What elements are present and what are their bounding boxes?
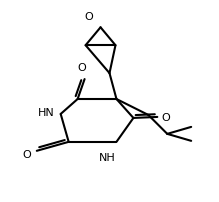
- Text: NH: NH: [99, 153, 116, 163]
- Text: O: O: [84, 12, 93, 22]
- Text: O: O: [77, 63, 86, 73]
- Text: O: O: [161, 113, 170, 123]
- Text: HN: HN: [38, 108, 55, 118]
- Text: O: O: [23, 150, 31, 160]
